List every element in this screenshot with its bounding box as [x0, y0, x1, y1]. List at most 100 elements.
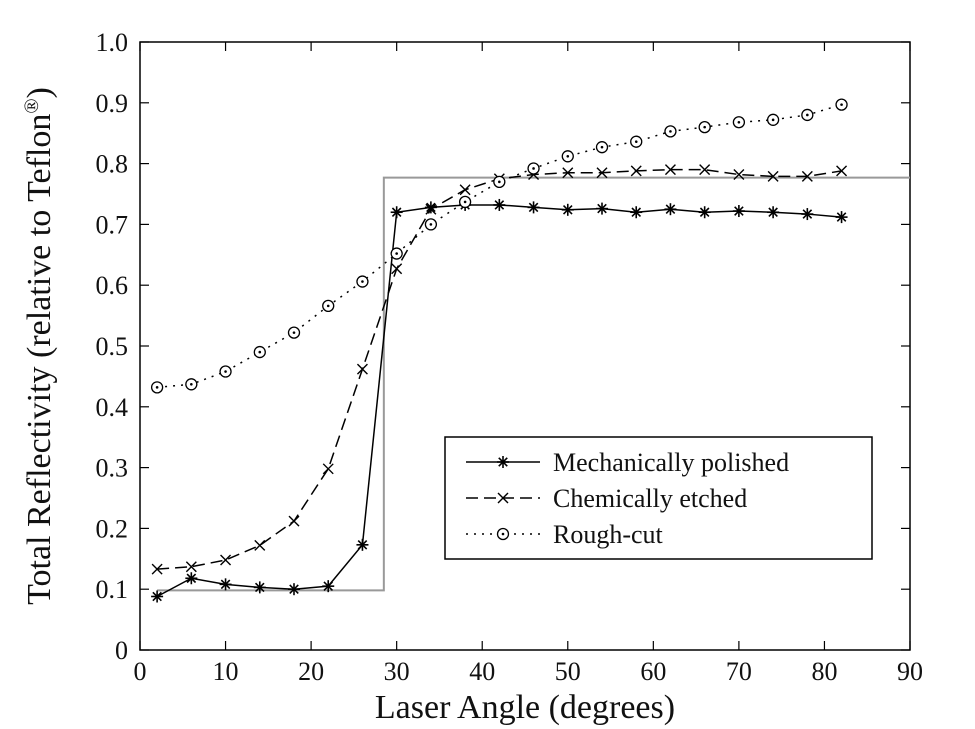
star-stroke: [152, 591, 162, 602]
data-point-chemically-etched: [391, 263, 403, 275]
series-mechanically-polished: [151, 198, 848, 603]
data-point-mechanically-polished: [322, 580, 335, 593]
data-point-rough-cut: [150, 381, 164, 394]
x-tick-label: 80: [811, 657, 837, 686]
star-stroke: [802, 209, 813, 219]
star-stroke: [220, 579, 231, 590]
circle-dot: [224, 370, 227, 373]
data-point-rough-cut: [630, 135, 643, 148]
x-stroke: [733, 169, 745, 181]
data-point-rough-cut: [356, 275, 369, 288]
data-point-chemically-etched: [185, 561, 197, 573]
data-point-mechanically-polished: [253, 581, 266, 594]
x-stroke: [220, 554, 232, 566]
data-point-mechanically-polished: [185, 572, 198, 585]
data-point-rough-cut: [801, 108, 814, 122]
y-tick-label: 1.0: [96, 28, 129, 57]
circle-dot: [703, 125, 706, 129]
data-point-rough-cut: [698, 120, 711, 134]
series-rough-cut: [150, 98, 848, 394]
star-stroke: [699, 207, 710, 218]
x-stroke: [254, 539, 266, 551]
x-stroke: [185, 561, 197, 573]
star-stroke: [494, 200, 505, 210]
x-stroke: [562, 167, 574, 179]
data-point-mechanically-polished: [527, 201, 540, 214]
star-stroke: [631, 207, 642, 218]
star-stroke: [768, 207, 778, 218]
circle-dot: [258, 350, 262, 354]
data-point-mechanically-polished: [732, 205, 745, 218]
legend-entry-rough-cut: Rough-cut: [466, 520, 664, 549]
data-point-mechanically-polished: [356, 538, 369, 551]
star-stroke: [357, 540, 368, 550]
data-point-rough-cut: [561, 150, 574, 163]
data-point-chemically-etched: [767, 170, 779, 182]
x-tick-label: 20: [298, 657, 324, 686]
x-stroke: [425, 203, 437, 215]
x-tick-label: 70: [726, 657, 752, 686]
legend-entry-mechanically-polished: Mechanically polished: [466, 448, 789, 477]
legend-entries: Mechanically polished Chemically etched Ro…: [466, 448, 789, 549]
data-point-chemically-etched: [254, 539, 266, 551]
star-stroke: [323, 581, 334, 591]
data-point-rough-cut: [322, 299, 335, 313]
data-point-chemically-etched: [801, 170, 813, 182]
series-line-rough-cut: [157, 103, 842, 389]
data-point-rough-cut: [219, 365, 232, 378]
data-point-chemically-etched: [733, 169, 745, 181]
data-point-chemically-etched: [562, 167, 574, 179]
x-stroke: [151, 563, 163, 575]
x-stroke: [497, 492, 509, 504]
legend-label: Mechanically polished: [553, 448, 789, 477]
circle-dot: [501, 532, 505, 536]
legend-swatch-marker: [497, 456, 509, 468]
circle-dot: [771, 118, 775, 122]
axis-tick-labels: 0 10 20 30 40 50 60 70 80 90 0 0.1 0.2 0.3 0.4 0.5 0.6 0.…: [96, 28, 924, 686]
y-tick-label: 0: [115, 636, 128, 665]
star-stroke: [562, 205, 573, 215]
star-stroke: [665, 204, 676, 215]
star-stroke: [597, 203, 607, 214]
data-point-rough-cut: [287, 326, 301, 339]
data-point-chemically-etched: [664, 164, 676, 176]
x-stroke: [699, 164, 711, 176]
x-tick-label: 40: [469, 657, 495, 686]
circle-dot: [190, 383, 193, 386]
step-reference-line: [157, 176, 910, 592]
data-point-chemically-etched: [459, 184, 471, 196]
x-tick-label: 50: [555, 657, 581, 686]
y-tick-label: 0.5: [96, 332, 129, 361]
x-stroke: [288, 515, 300, 527]
data-point-chemically-etched: [220, 554, 232, 566]
legend-box: [444, 436, 873, 560]
data-point-rough-cut: [253, 345, 266, 359]
data-point-mechanically-polished: [630, 206, 643, 219]
circle-dot: [532, 167, 535, 170]
star-stroke: [186, 573, 197, 584]
y-tick-label: 0.7: [96, 210, 129, 239]
data-point-chemically-etched: [699, 164, 711, 176]
circle-dot: [669, 130, 672, 133]
data-point-mechanically-polished: [219, 578, 232, 591]
axis-ticks: [139, 41, 911, 651]
legend-label: Rough-cut: [553, 520, 664, 549]
data-point-rough-cut: [595, 141, 609, 154]
x-axis-title: Laser Angle (degrees): [375, 689, 675, 726]
circle-dot: [429, 223, 433, 226]
data-point-chemically-etched: [288, 515, 300, 527]
data-point-mechanically-polished: [596, 202, 608, 215]
data-point-rough-cut: [424, 218, 438, 231]
circle-dot: [326, 304, 330, 308]
x-tick-label: 60: [640, 657, 666, 686]
data-point-rough-cut: [527, 162, 540, 175]
y-tick-label: 0.2: [96, 514, 129, 543]
data-point-rough-cut: [732, 116, 746, 129]
x-stroke: [836, 165, 848, 177]
star-stroke: [528, 202, 539, 213]
step-reference-polyline: [157, 176, 910, 592]
circle-dot: [498, 180, 501, 184]
x-tick-label: 0: [134, 657, 147, 686]
